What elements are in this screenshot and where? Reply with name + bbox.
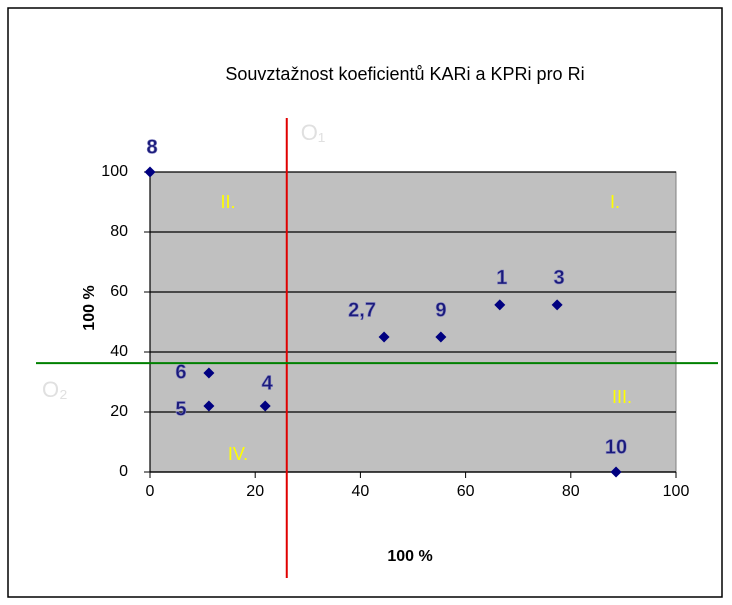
quadrant-label: II.	[220, 192, 235, 212]
point	[203, 367, 215, 379]
x-tick-label: 60	[457, 483, 475, 500]
y-tick-label: 60	[110, 283, 128, 300]
y-tick-label: 80	[110, 223, 128, 240]
quadrant-label: I.	[610, 192, 620, 212]
point	[144, 166, 156, 178]
x-tick-label: 0	[146, 483, 155, 500]
point-label: 5	[175, 398, 186, 420]
y-axis-label: 100 %	[81, 285, 98, 330]
plot-area	[149, 171, 677, 473]
quadrant-label: III.	[612, 387, 632, 407]
point	[494, 299, 506, 311]
chart-title: Souvztažnost koeficientů KARi a KPRi pro…	[225, 64, 584, 84]
y-tick-label: 40	[110, 343, 128, 360]
point-label: 10	[605, 436, 627, 458]
quadrant-label: IV.	[228, 444, 248, 464]
y-tick-label: 20	[110, 403, 128, 420]
point	[610, 466, 622, 478]
point-label: 3	[554, 267, 565, 289]
point-label: 2,7	[348, 299, 376, 321]
x-tick-label: 40	[352, 483, 370, 500]
point	[259, 400, 271, 412]
point	[203, 400, 215, 412]
point-label: 1	[496, 267, 507, 289]
x-axis-label: 100 %	[387, 548, 432, 565]
point	[435, 331, 447, 343]
point	[551, 299, 563, 311]
line-label: O₁	[301, 120, 326, 145]
line-label: O₂	[42, 377, 68, 402]
point-label: 8	[146, 136, 157, 158]
point-label: 4	[262, 372, 274, 394]
x-tick-label: 80	[562, 483, 580, 500]
x-tick-label: 100	[663, 483, 690, 500]
point-label: 6	[175, 361, 186, 383]
y-tick-label: 100	[101, 163, 128, 180]
y-tick-label: 0	[119, 463, 128, 480]
point	[378, 331, 390, 343]
point-label: 9	[435, 299, 446, 321]
x-tick-label: 20	[246, 483, 264, 500]
